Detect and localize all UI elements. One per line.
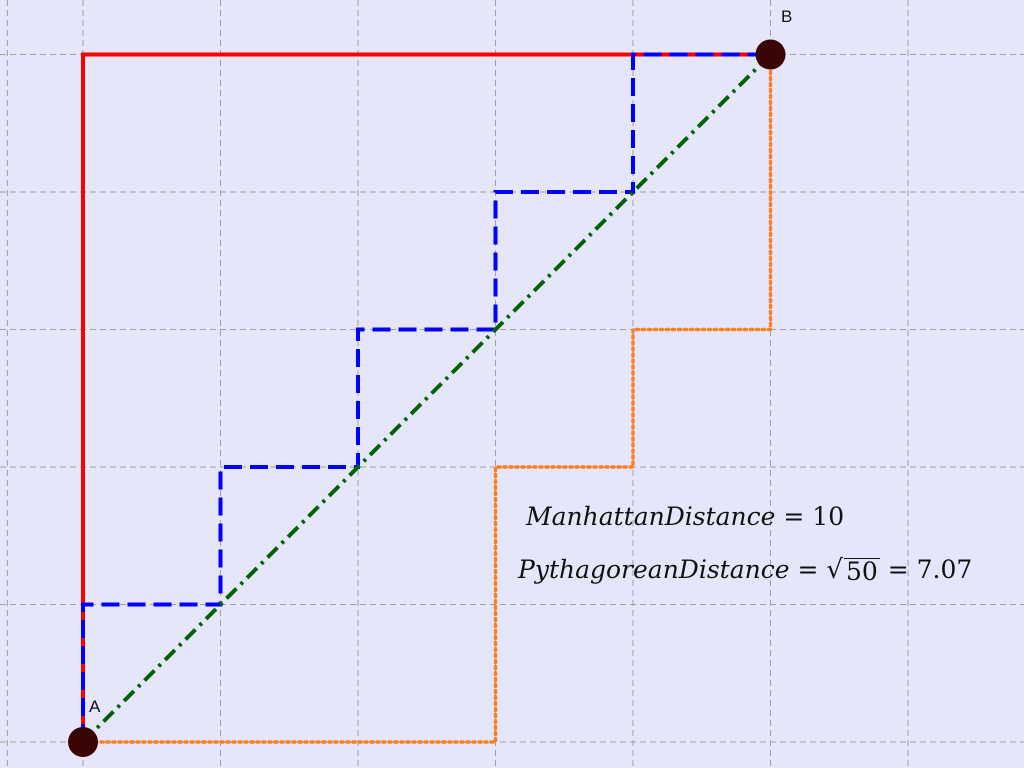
red-l-shaped-path	[81, 52, 771, 742]
pythagorean-equals-sign-2: =	[887, 555, 909, 584]
pythagorean-distance-name: PythagoreanDistance	[518, 555, 790, 584]
manhattan-distance-name: ManhattanDistance	[526, 502, 776, 531]
orange-dotted-staircase-path	[81, 52, 773, 744]
point-a-marker	[68, 727, 98, 757]
square-root-icon: √	[826, 555, 843, 585]
manhattan-equals-sign: =	[783, 502, 805, 531]
distance-paths	[81, 52, 773, 744]
pythagorean-distance-formula: PythagoreanDistance = √ 50 = 7.07	[518, 555, 972, 585]
point-b-marker	[755, 39, 786, 70]
pythagorean-equals-sign: =	[797, 555, 819, 584]
green-dash-dot-diagonal-path	[81, 53, 772, 744]
points	[68, 39, 786, 757]
pythagorean-radicand: 50	[843, 556, 880, 586]
blue-dashed-staircase-path	[81, 52, 771, 742]
manhattan-distance-formula: ManhattanDistance = 10	[526, 502, 844, 531]
point-b-label: B	[781, 7, 793, 26]
manhattan-distance-value: 10	[812, 502, 845, 531]
square-root: √ 50	[826, 555, 880, 586]
pythagorean-distance-value: 7.07	[916, 555, 973, 584]
point-a-label: A	[89, 697, 101, 716]
